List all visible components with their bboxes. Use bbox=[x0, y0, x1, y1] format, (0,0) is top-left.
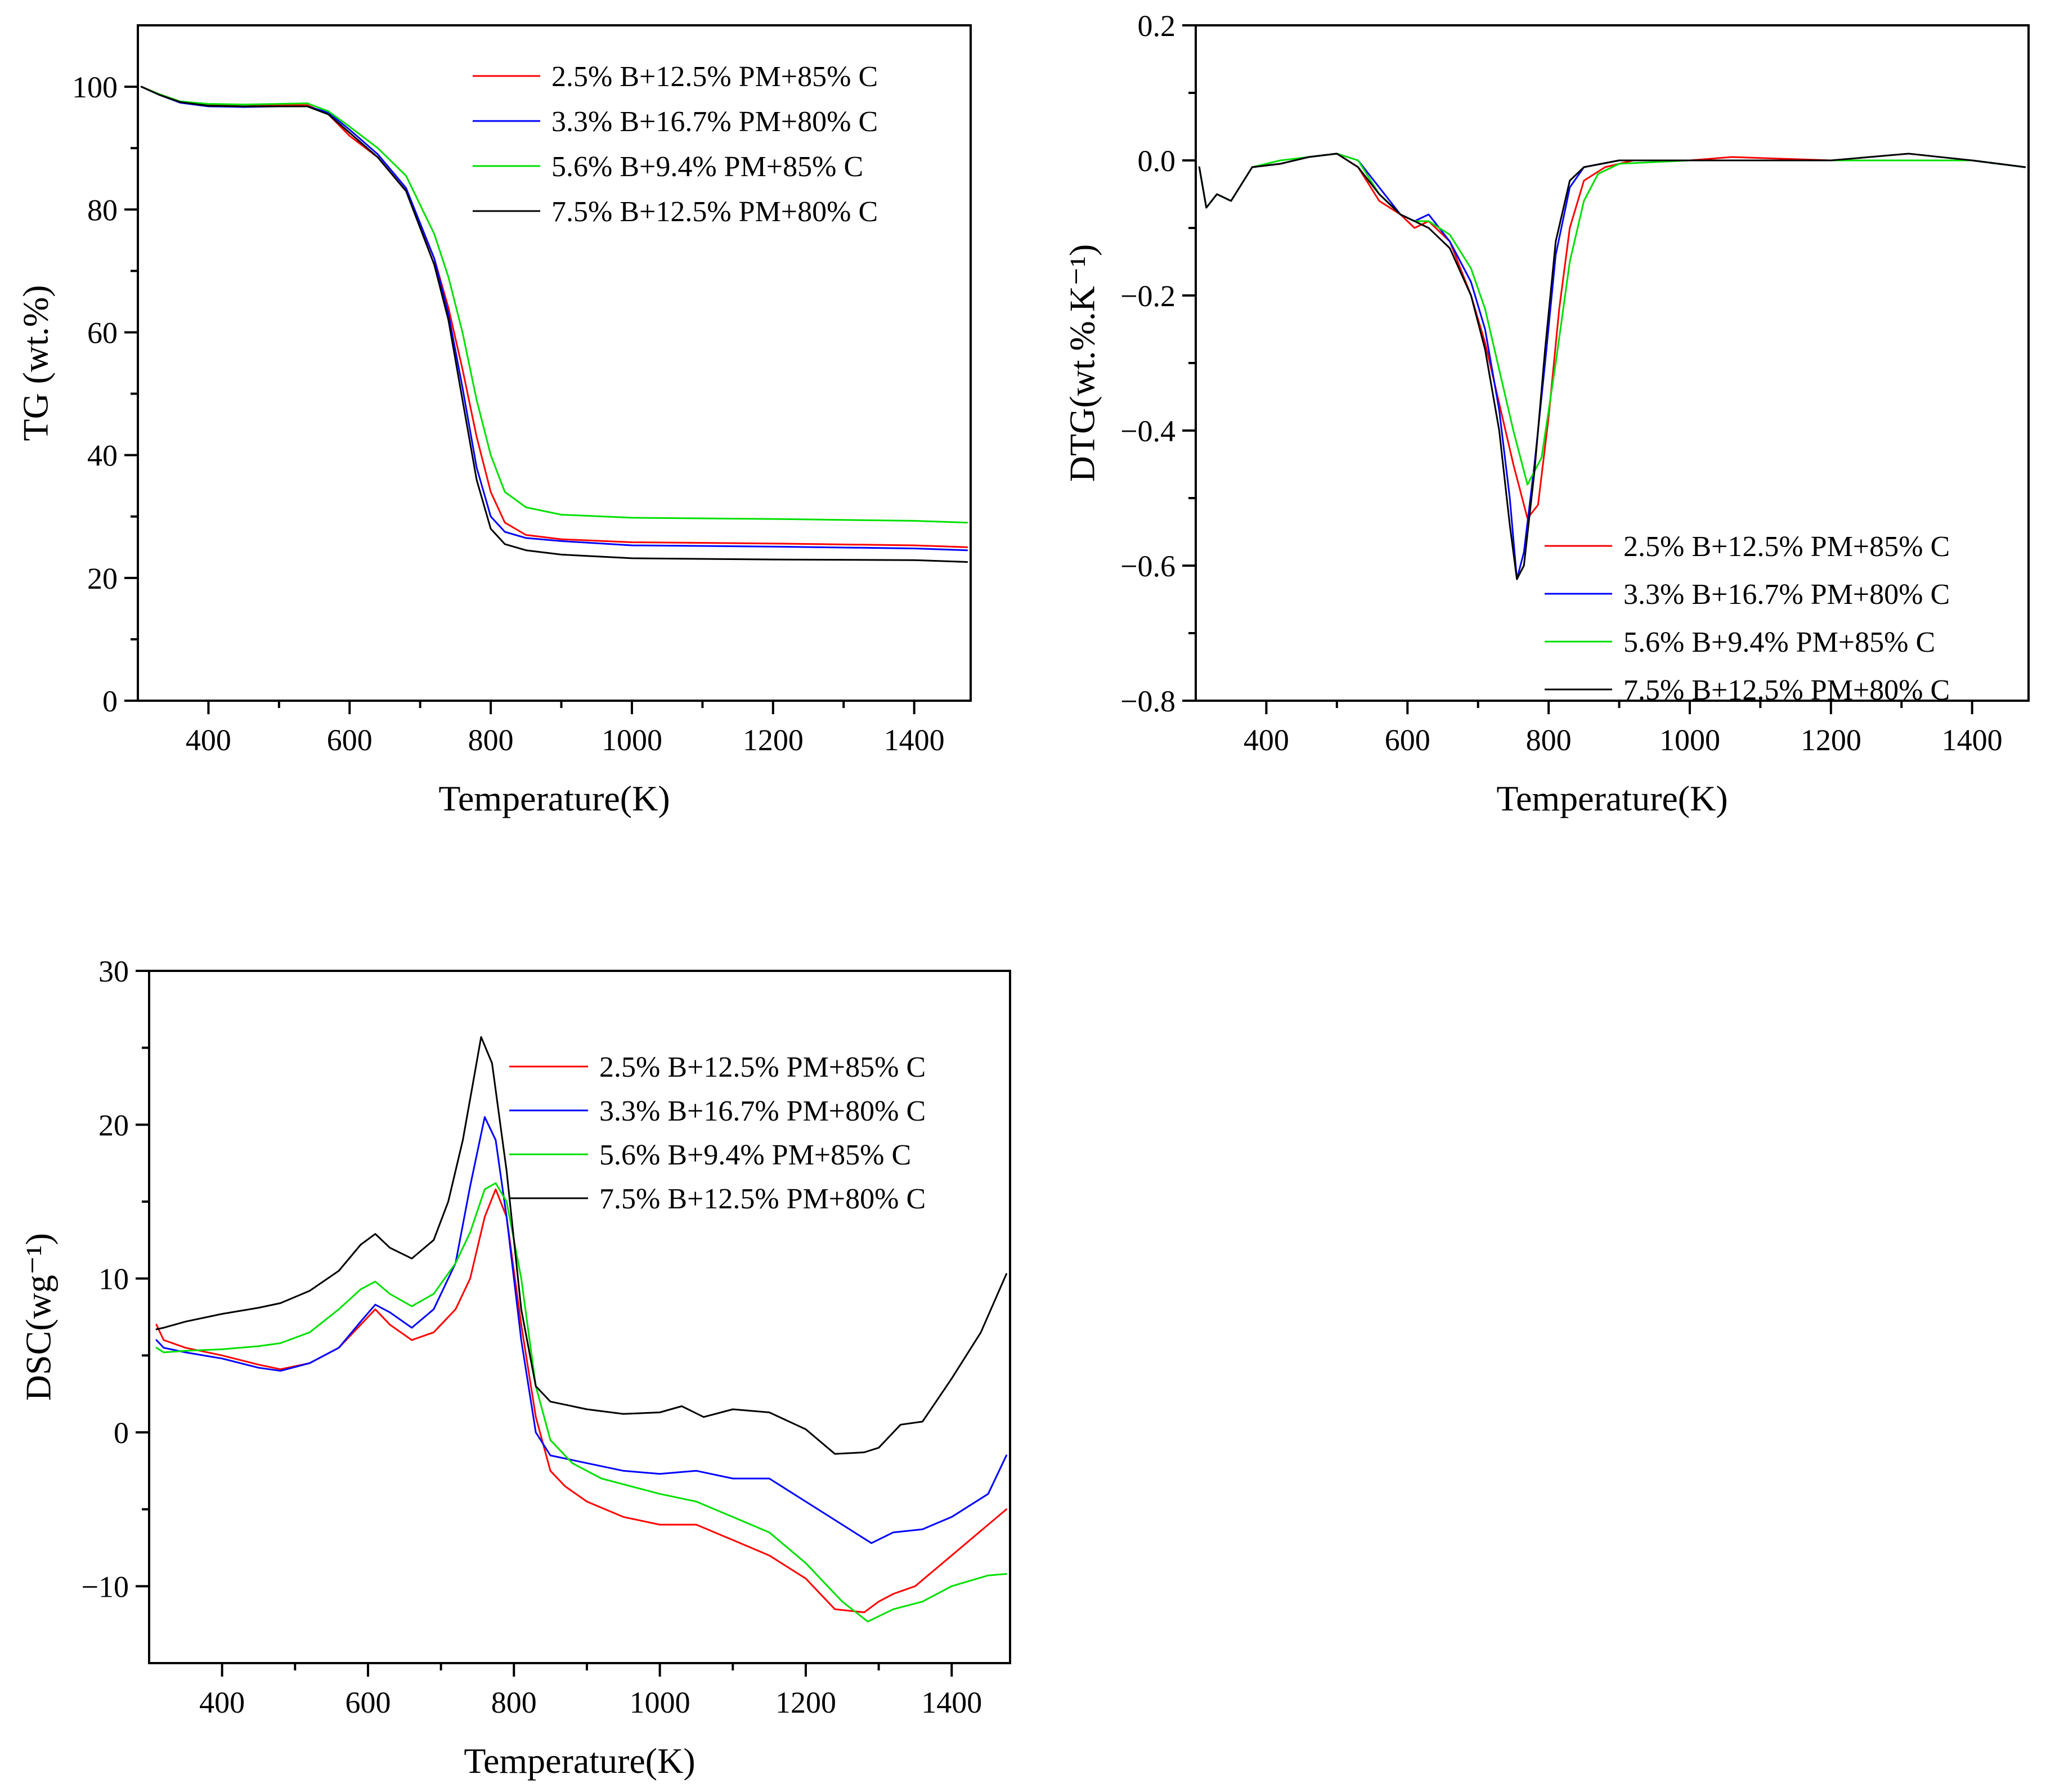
series-line-blue bbox=[1198, 153, 2026, 580]
legend: 2.5% B+12.5% PM+85% C 3.3% B+16.7% PM+80%… bbox=[509, 1051, 926, 1215]
x-tick-label: 1000 bbox=[1659, 723, 1720, 757]
y-tick-label: −0.4 bbox=[1120, 414, 1175, 448]
y-tick-label: −0.8 bbox=[1120, 684, 1175, 718]
legend-label: 5.6% B+9.4% PM+85% C bbox=[1623, 626, 1935, 658]
x-tick-label: 800 bbox=[1526, 723, 1572, 757]
x-axis-label: Temperature(K) bbox=[1496, 778, 1728, 818]
legend-label: 7.5% B+12.5% PM+80% C bbox=[1623, 674, 1950, 706]
series-line-black bbox=[140, 86, 968, 563]
y-tick-label: 40 bbox=[87, 439, 118, 473]
y-axis-label: TG (wt.%) bbox=[16, 285, 56, 441]
x-axis-label: Temperature(K) bbox=[438, 778, 670, 818]
legend-label: 5.6% B+9.4% PM+85% C bbox=[599, 1139, 911, 1171]
legend-label: 5.6% B+9.4% PM+85% C bbox=[551, 151, 863, 183]
y-tick-label: 30 bbox=[98, 955, 129, 988]
x-tick-label: 1400 bbox=[1942, 723, 2003, 757]
y-tick-label: 0.0 bbox=[1138, 144, 1176, 178]
legend: 2.5% B+12.5% PM+85% C 3.3% B+16.7% PM+80%… bbox=[1545, 531, 1950, 706]
x-tick-label: 800 bbox=[468, 723, 514, 757]
y-tick-label: 0 bbox=[102, 684, 118, 718]
legend-label: 7.5% B+12.5% PM+80% C bbox=[551, 196, 878, 228]
x-tick-label: 400 bbox=[199, 1686, 245, 1719]
series-line-black bbox=[155, 1036, 1007, 1455]
x-tick-label: 800 bbox=[491, 1686, 537, 1719]
legend-label: 3.3% B+16.7% PM+80% C bbox=[551, 106, 878, 138]
plot-frame bbox=[148, 970, 1011, 1664]
x-tick-label: 400 bbox=[1244, 723, 1289, 757]
x-tick-label: 1400 bbox=[884, 723, 945, 757]
legend-label: 2.5% B+12.5% PM+85% C bbox=[1623, 531, 1950, 563]
x-tick-label: 1200 bbox=[743, 723, 804, 757]
y-tick-label: 10 bbox=[98, 1262, 129, 1296]
dtg-chart: 400 600 800 1000 1200 1400 −0.8 −0.6 −0.4 −0.2 0.0… bbox=[1062, 9, 2030, 818]
y-tick-label: 60 bbox=[87, 316, 118, 350]
y-tick-label: −0.6 bbox=[1120, 549, 1175, 583]
x-tick-label: 400 bbox=[186, 723, 231, 757]
legend-label: 2.5% B+12.5% PM+85% C bbox=[599, 1051, 926, 1083]
y-axis-label: DTG(wt.%.K⁻¹) bbox=[1062, 244, 1102, 482]
series-line-green bbox=[140, 86, 968, 524]
legend-label: 7.5% B+12.5% PM+80% C bbox=[599, 1183, 926, 1215]
x-tick-label: 600 bbox=[1385, 723, 1430, 757]
legend-label: 3.3% B+16.7% PM+80% C bbox=[1623, 579, 1950, 611]
x-tick-label: 1200 bbox=[1801, 723, 1861, 757]
tg-chart: 400 600 800 1000 1200 1400 0 20 40 60 80 100 Tempera… bbox=[16, 24, 972, 818]
x-tick-label: 1400 bbox=[921, 1686, 982, 1719]
series-line-red bbox=[1198, 153, 2026, 519]
series-line-red bbox=[155, 1188, 1007, 1614]
x-tick-label: 600 bbox=[345, 1686, 391, 1719]
series-line-black bbox=[1198, 153, 2026, 580]
x-tick-label: 1000 bbox=[602, 723, 662, 757]
legend: 2.5% B+12.5% PM+85% C 3.3% B+16.7% PM+80%… bbox=[473, 61, 878, 228]
y-axis-label: DSC(wg⁻¹) bbox=[19, 1233, 59, 1401]
y-tick-label: 100 bbox=[72, 70, 118, 104]
y-tick-label: 80 bbox=[87, 193, 118, 227]
x-tick-label: 600 bbox=[327, 723, 373, 757]
legend-label: 2.5% B+12.5% PM+85% C bbox=[551, 61, 878, 93]
x-tick-label: 1000 bbox=[630, 1686, 690, 1719]
y-tick-label: −10 bbox=[82, 1570, 129, 1603]
series-line-blue bbox=[155, 1116, 1007, 1544]
y-tick-label: 20 bbox=[87, 562, 118, 595]
series-line-green bbox=[155, 1182, 1007, 1623]
dsc-chart: 400 600 800 1000 1200 1400 −10 0 10 20 30 Temperatu… bbox=[19, 955, 1011, 1781]
series-line-green bbox=[1198, 153, 2026, 486]
y-tick-label: 20 bbox=[98, 1108, 129, 1142]
x-tick-label: 1200 bbox=[775, 1686, 836, 1719]
y-tick-label: 0.2 bbox=[1138, 9, 1176, 43]
y-tick-label: −0.2 bbox=[1120, 279, 1175, 313]
plot-frame bbox=[137, 24, 972, 702]
legend-label: 3.3% B+16.7% PM+80% C bbox=[599, 1095, 926, 1127]
x-axis-label: Temperature(K) bbox=[464, 1741, 695, 1781]
y-tick-label: 0 bbox=[114, 1416, 129, 1450]
